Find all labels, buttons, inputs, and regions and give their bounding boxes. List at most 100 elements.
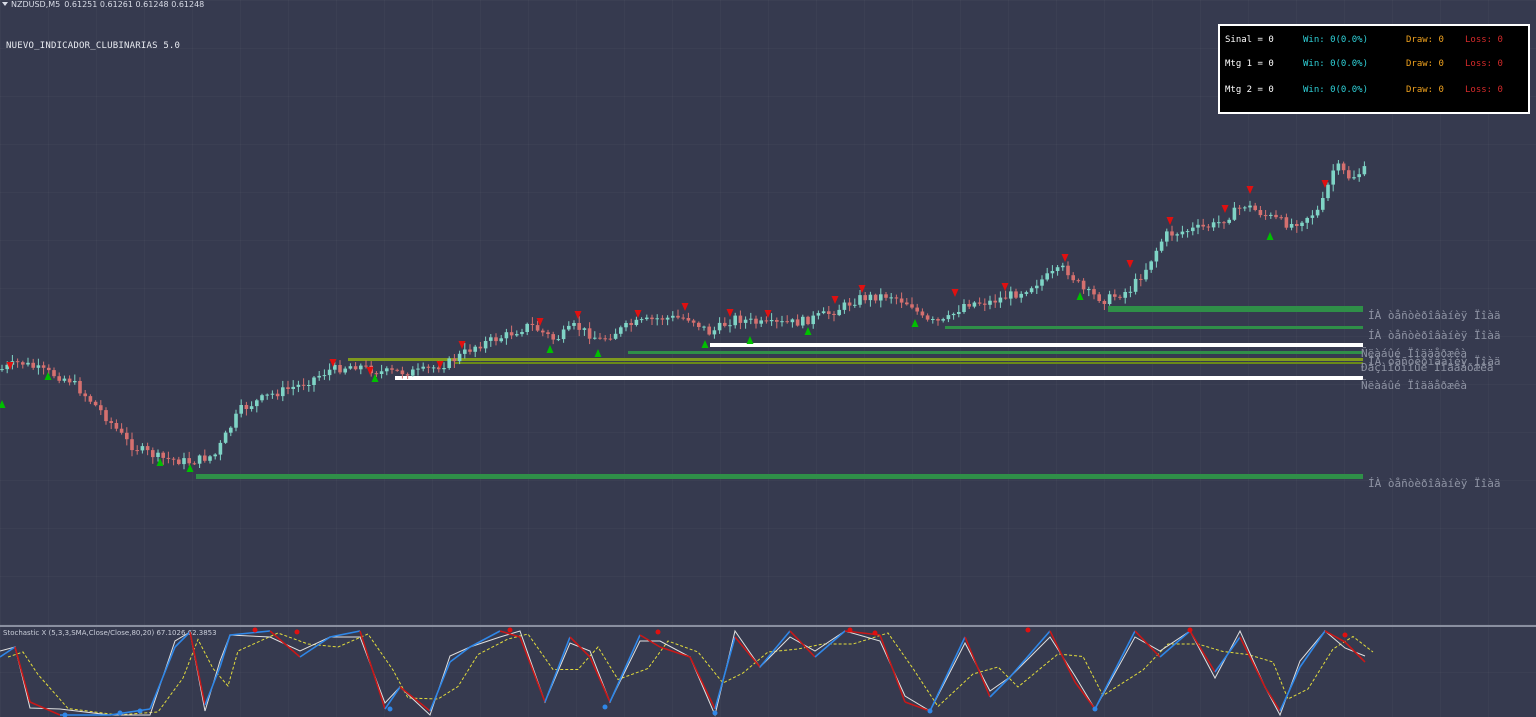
candle-body	[192, 463, 197, 465]
candle-body	[468, 349, 472, 352]
stochastic-segment	[1189, 630, 1216, 673]
stochastic-extreme-dots	[62, 627, 1348, 717]
stochastic-segment	[29, 701, 61, 716]
stochastic-main-line	[0, 630, 1366, 716]
candle-body	[421, 366, 425, 369]
candle-body	[697, 322, 701, 327]
stochastic-segment	[789, 630, 816, 658]
candle-body	[1300, 222, 1304, 226]
candle-body	[327, 369, 332, 376]
candle-body	[769, 320, 774, 322]
stochastic-segment	[759, 630, 791, 668]
candle-body	[764, 320, 769, 322]
candle-body	[239, 405, 243, 414]
stats-loss: Loss: 0	[1465, 85, 1503, 95]
candle-body	[1206, 226, 1211, 228]
down-arrow-icon	[1061, 254, 1069, 262]
stochastic-segment	[1324, 630, 1346, 643]
symbol-header[interactable]: NZDUSD,M5 0.61251 0.61261 0.61248 0.61248	[2, 0, 204, 12]
stochastic-segment	[519, 636, 546, 703]
candle-body	[1118, 296, 1122, 298]
candle-body	[265, 394, 269, 396]
down-arrow-icon	[726, 309, 734, 317]
candle-body	[957, 312, 961, 314]
stats-loss: Loss: 0	[1465, 59, 1503, 69]
level-label-support-overlap: ÍÀ òåñòèðîâàíèÿ Ïîàä	[1368, 355, 1500, 368]
candle-body	[811, 315, 815, 325]
candle-body	[494, 337, 498, 342]
down-arrow-icon	[634, 310, 642, 318]
candle-body	[561, 329, 566, 340]
candle-body	[1352, 177, 1356, 179]
stochastic-segment	[384, 686, 401, 710]
candle-body	[1295, 224, 1299, 226]
candle-body	[499, 338, 503, 342]
candle-body	[515, 334, 519, 336]
candle-body	[1087, 289, 1091, 291]
candle-body	[1055, 267, 1060, 271]
oversold-dot	[62, 712, 68, 717]
candle-body	[270, 393, 275, 395]
candle-body	[1341, 163, 1346, 171]
up-arrow-icon	[746, 336, 754, 344]
candle-body	[1165, 231, 1169, 242]
dropdown-triangle-icon[interactable]	[2, 2, 8, 6]
candle-body	[1097, 294, 1101, 301]
candle-body	[301, 384, 306, 386]
candle-body	[1269, 214, 1273, 216]
candle-body	[405, 374, 410, 376]
candle-body	[624, 323, 628, 328]
candle-body	[255, 400, 259, 407]
candle-body	[161, 452, 165, 458]
candle-body	[151, 450, 155, 458]
candle-body	[1170, 231, 1174, 236]
candle-body	[785, 321, 789, 323]
candle-body	[359, 365, 363, 370]
candle-body	[390, 368, 394, 370]
candle-body	[1284, 217, 1289, 228]
candle-body	[1081, 280, 1086, 290]
candle-body	[847, 302, 852, 306]
candle-body	[598, 337, 602, 339]
candle-body	[541, 330, 545, 333]
support-line-green-1	[628, 351, 1363, 354]
stats-row-mtg2: Mtg 2 = 0 Win: 0(0.0%) Draw: 0 Loss: 0	[1220, 85, 1528, 97]
subwindow-separator[interactable]	[0, 625, 1536, 627]
stochastic-segment	[714, 636, 736, 710]
candle-body	[187, 458, 191, 464]
stochastic-segment	[0, 646, 16, 658]
signal-arrows	[0, 180, 1329, 472]
stochastic-segment	[429, 661, 451, 712]
overbought-dot	[294, 629, 300, 635]
level-label-support-upper: ÍÀ òåñòèðîâàíèÿ Ïîàä	[1368, 309, 1500, 322]
candle-body	[832, 313, 836, 315]
candle-body	[915, 307, 919, 312]
candle-body	[1107, 294, 1112, 304]
candle-body	[218, 442, 223, 455]
candle-body	[962, 304, 966, 312]
candle-body	[1258, 210, 1263, 216]
candle-body	[889, 297, 893, 299]
up-arrow-icon	[1266, 232, 1274, 240]
candle-body	[535, 325, 540, 331]
candle-body	[135, 450, 139, 452]
support-line-mid	[945, 326, 1363, 329]
stochastic-subwindow[interactable]	[0, 627, 1536, 717]
candle-body	[26, 362, 30, 365]
candle-body	[873, 294, 878, 301]
candle-body	[806, 316, 810, 325]
stats-draw: Draw: 0	[1406, 59, 1444, 69]
candle-body	[1019, 293, 1023, 298]
price-chart[interactable]: ÍÀ òåñòèðîâàíèÿ Ïîàä ÍÀ òåñòèðîâàíèÿ Ïîà…	[0, 0, 1536, 625]
overbought-dot	[252, 627, 258, 633]
candle-body	[36, 365, 41, 368]
candle-body	[660, 318, 665, 320]
candle-body	[229, 427, 233, 433]
candle-body	[925, 315, 930, 320]
down-arrow-icon	[536, 318, 544, 326]
down-arrow-icon	[366, 367, 374, 375]
candle-body	[483, 341, 488, 349]
candle-body	[426, 366, 431, 368]
stochastic-segment	[659, 646, 691, 658]
